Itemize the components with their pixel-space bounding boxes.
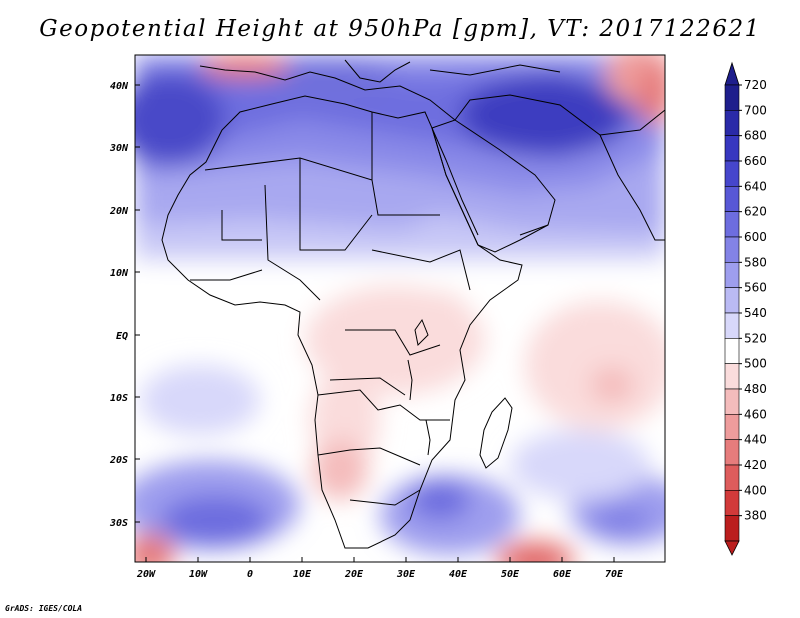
lon-label-20e: 20E [344,569,364,580]
lon-label-10w: 10W [189,569,208,580]
lon-label-60e: 60E [553,569,572,580]
map-title: Geopotential Height at 950hPa [gpm], VT:… [39,16,761,42]
colorbar-box-13 [724,414,740,440]
lon-label-50e: 50E [501,569,520,580]
colorbar-label-580: 580 [744,255,767,269]
colorbar-box-9 [724,312,740,339]
lon-label-20w: 20W [136,569,156,580]
lon-label-30e: 30E [396,569,416,580]
colorbar-label-540: 540 [744,306,767,320]
lat-label-10s: 10S [110,393,128,404]
colorbar-box-4 [724,186,740,212]
colorbar-box-3 [724,160,740,187]
colorbar-top-arrow [724,61,740,86]
colorbar-label-600: 600 [744,230,767,244]
lon-label-10e: 10E [293,569,312,580]
colorbar-boxes [724,84,740,542]
colorbar-label-480: 480 [744,382,767,396]
colorbar-box-5 [724,211,740,238]
colorbar: 720 700 680 660 640 620 600 580 560 540 520 500 480 4… [724,61,767,556]
lat-label-20n: 20N [109,206,129,217]
colorbar-box-1 [724,110,740,136]
lat-label-30n: 30N [109,143,129,154]
colorbar-label-460: 460 [744,407,767,421]
longitude-axis: 20W 10W 0 10E 20E 30E 40E 50E 60E 70E [136,557,624,580]
colorbar-box-15 [724,464,740,491]
colorbar-label-420: 420 [744,458,767,472]
coastlines [161,59,665,549]
colorbar-label-680: 680 [744,129,767,143]
colorbar-label-640: 640 [744,179,767,193]
colorbar-label-520: 520 [744,331,767,345]
colorbar-box-7 [724,262,740,288]
latitude-axis: 40N 30N 20N 10N EQ 10S 20S 30S [109,81,140,529]
colorbar-labels: 720 700 680 660 640 620 600 580 560 540 520 500 480 4… [739,78,767,523]
lat-label-20s: 20S [109,455,128,466]
colorbar-box-6 [724,236,740,263]
colorbar-label-660: 660 [744,154,767,168]
colorbar-box-10 [724,338,740,364]
colorbar-label-400: 400 [744,483,767,497]
colorbar-box-14 [724,439,740,466]
colorbar-label-700: 700 [744,103,767,117]
colorbar-label-720: 720 [744,78,767,92]
lat-label-10n: 10N [110,268,129,279]
lon-label-70e: 70E [605,569,624,580]
colorbar-box-0 [724,84,740,111]
colorbar-box-8 [724,287,740,314]
colorbar-label-380: 380 [744,509,767,523]
colorbar-box-11 [724,363,740,390]
lat-label-eq: EQ [116,331,128,342]
colorbar-label-500: 500 [744,357,767,371]
colorbar-box-17 [724,515,740,542]
credit-text: GrADS: IGES/COLA [5,604,83,613]
colorbar-box-2 [724,135,740,162]
height-field [135,55,665,562]
colorbar-box-12 [724,388,740,415]
colorbar-label-560: 560 [744,281,767,295]
lat-label-40n: 40N [110,81,129,92]
colorbar-label-440: 440 [744,433,767,447]
map-frame [134,54,666,563]
colorbar-box-16 [724,490,740,516]
lon-label-40e: 40E [449,569,468,580]
lon-label-0: 0 [247,569,253,580]
colorbar-bottom-arrow [724,540,740,556]
lat-label-30s: 30S [109,518,128,529]
colorbar-label-620: 620 [744,205,767,219]
